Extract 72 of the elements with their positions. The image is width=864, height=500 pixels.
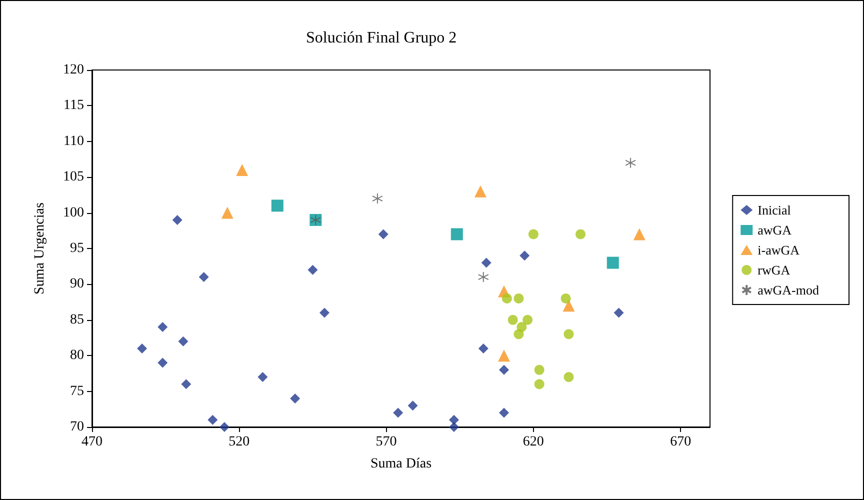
point bbox=[534, 364, 544, 375]
point bbox=[372, 193, 383, 204]
point bbox=[520, 250, 530, 261]
y-tick-label: 75 bbox=[70, 384, 84, 399]
legend-label: rwGA bbox=[758, 262, 791, 278]
point bbox=[219, 422, 230, 432]
point bbox=[448, 414, 459, 425]
y-tick-label: 80 bbox=[70, 348, 84, 364]
y-tick-label: 110 bbox=[64, 134, 84, 149]
point bbox=[448, 422, 459, 432]
point bbox=[158, 322, 168, 332]
y-tick-label: 105 bbox=[63, 170, 84, 185]
point bbox=[478, 272, 489, 283]
point bbox=[137, 343, 148, 354]
y-tick-label: 120 bbox=[63, 62, 84, 78]
legend-label: i-awGA bbox=[758, 242, 800, 258]
point bbox=[514, 329, 524, 340]
point bbox=[562, 300, 575, 312]
legend-label: awGA bbox=[758, 222, 792, 238]
point bbox=[576, 229, 586, 240]
point bbox=[633, 228, 646, 240]
point bbox=[564, 372, 574, 382]
y-axis-title: Suma Urgencias bbox=[32, 202, 48, 294]
point bbox=[481, 258, 492, 268]
point bbox=[408, 400, 418, 411]
point bbox=[378, 229, 388, 240]
y-tick-label: 95 bbox=[70, 241, 84, 256]
point bbox=[560, 293, 571, 304]
point bbox=[208, 414, 218, 425]
point bbox=[606, 256, 619, 269]
point bbox=[221, 206, 234, 219]
point bbox=[172, 214, 182, 225]
x-axis-title: Suma Días bbox=[370, 456, 432, 472]
y-tick-label: 100 bbox=[63, 205, 84, 220]
point bbox=[564, 329, 574, 340]
point bbox=[528, 229, 538, 240]
point bbox=[474, 185, 486, 198]
point bbox=[625, 157, 636, 168]
point bbox=[319, 308, 330, 318]
point bbox=[450, 228, 463, 240]
point bbox=[271, 200, 284, 212]
point bbox=[236, 164, 248, 176]
point bbox=[499, 408, 509, 418]
point bbox=[534, 379, 544, 390]
point bbox=[522, 314, 533, 325]
point bbox=[478, 343, 488, 354]
point bbox=[514, 293, 524, 304]
point bbox=[614, 308, 624, 318]
point bbox=[308, 264, 318, 275]
point bbox=[498, 350, 510, 362]
point bbox=[508, 314, 518, 325]
chart-title: Solución Final Grupo 2 bbox=[306, 30, 457, 46]
point bbox=[499, 364, 509, 375]
point bbox=[181, 379, 192, 390]
point bbox=[502, 293, 512, 304]
x-tick-label: 570 bbox=[376, 434, 397, 450]
x-tick-label: 520 bbox=[228, 434, 250, 450]
x-tick-label: 670 bbox=[670, 434, 692, 450]
x-tick-label: 470 bbox=[82, 434, 102, 450]
point bbox=[393, 408, 404, 418]
point bbox=[290, 393, 300, 404]
point bbox=[198, 272, 209, 282]
legend-label: Inicial bbox=[758, 202, 792, 218]
legend-label: awGA-mod bbox=[758, 282, 820, 298]
x-tick-label: 620 bbox=[522, 434, 544, 450]
y-tick-label: 85 bbox=[70, 312, 84, 328]
point bbox=[178, 336, 188, 346]
y-tick-label: 70 bbox=[70, 420, 84, 434]
y-tick-label: 90 bbox=[70, 276, 84, 292]
y-tick-label: 115 bbox=[64, 98, 84, 114]
point bbox=[258, 372, 268, 382]
point bbox=[158, 358, 168, 368]
